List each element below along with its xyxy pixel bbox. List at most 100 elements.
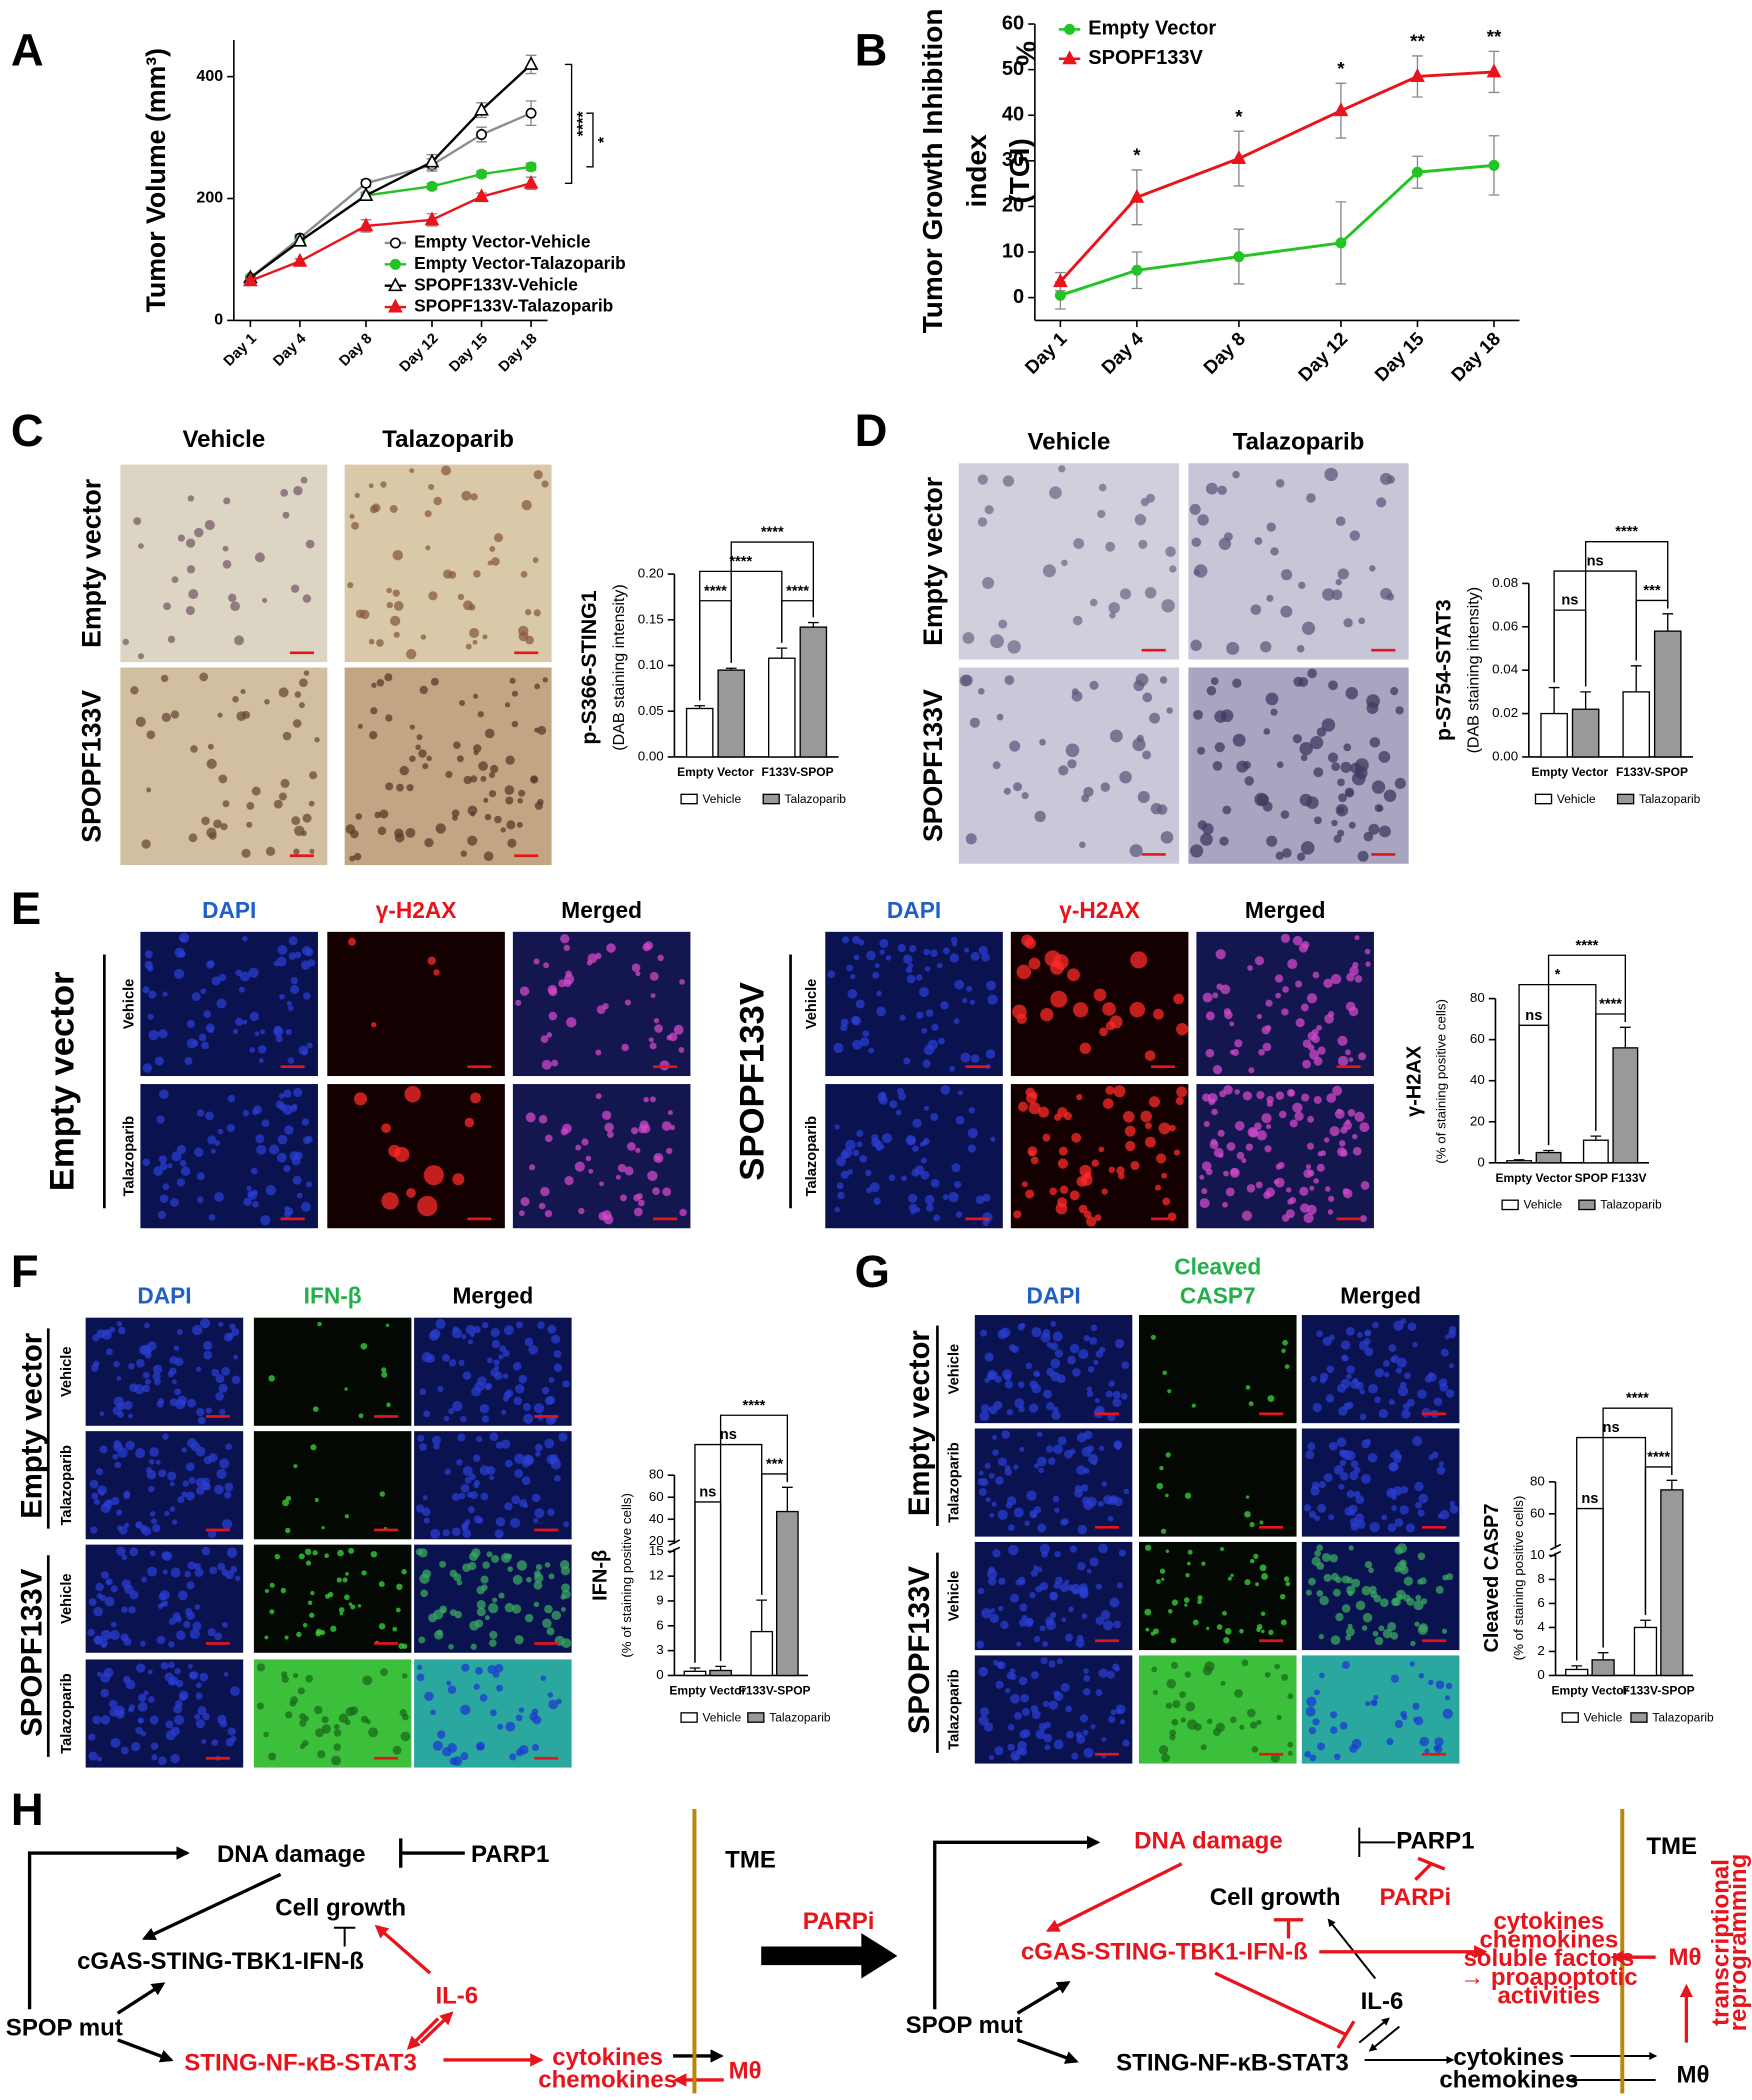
y-tick-label: 400 [196, 67, 223, 85]
micrograph-detail [223, 497, 231, 505]
micrograph-detail [563, 1521, 570, 1528]
micrograph-detail [1267, 1395, 1275, 1403]
micrograph-detail [460, 1483, 470, 1493]
micrograph-detail [1241, 1158, 1247, 1164]
micrograph-detail [856, 1129, 864, 1138]
micrograph-detail [217, 712, 223, 718]
micrograph-detail [331, 1755, 341, 1766]
micrograph-detail [1327, 1011, 1335, 1018]
legend-swatch [1616, 793, 1635, 805]
micrograph-detail [226, 1547, 238, 1558]
micrograph-detail [896, 1087, 904, 1095]
micrograph-detail [218, 1383, 228, 1394]
micrograph-detail [544, 1438, 555, 1449]
micrograph-detail [174, 1357, 184, 1366]
micrograph-detail [1378, 825, 1391, 838]
micrograph-detail [1331, 589, 1343, 601]
micrograph-detail [467, 805, 478, 816]
micrograph-detail [1156, 1579, 1161, 1584]
micrograph-detail [1301, 940, 1310, 949]
micrograph-detail [452, 1400, 463, 1412]
legend-label: Talazoparib [1600, 1198, 1662, 1212]
micrograph-detail [562, 1380, 570, 1388]
y-tick-label: 20 [1002, 195, 1024, 217]
marker [1333, 102, 1349, 117]
micrograph-detail [1034, 810, 1046, 823]
micrograph-detail [1021, 934, 1034, 947]
micrograph-detail [1351, 1578, 1361, 1588]
micrograph-detail [338, 1607, 345, 1613]
micrograph-detail [1204, 1661, 1215, 1672]
micrograph-detail [1086, 1216, 1097, 1227]
micrograph-detail [617, 1163, 627, 1173]
micrograph-detail [211, 1368, 220, 1377]
micrograph-detail [431, 1435, 441, 1445]
error-bar [1630, 665, 1642, 692]
micrograph-detail [458, 1359, 465, 1367]
micrograph-detail [219, 1719, 228, 1728]
micrograph-detail [415, 744, 421, 751]
micrograph-detail [1312, 1718, 1320, 1726]
micrograph-detail [1264, 1671, 1271, 1678]
micrograph-detail [1050, 990, 1068, 1008]
y-axis-label: p-S754-STAT3 [1431, 599, 1455, 741]
legend-swatch [1534, 793, 1553, 805]
micrograph-detail [170, 1726, 180, 1736]
micrograph-detail [192, 1621, 202, 1631]
micrograph-detail [1264, 1145, 1272, 1153]
micrograph-detail [439, 1560, 447, 1568]
micrograph-detail [273, 1026, 284, 1037]
micrograph-detail [289, 1104, 298, 1113]
micrograph-detail [940, 1085, 951, 1095]
micrograph-detail [298, 1045, 309, 1056]
micrograph-detail [1083, 1688, 1091, 1696]
micrograph-detail [293, 848, 300, 855]
micrograph-detail [1287, 1198, 1294, 1205]
micrograph-detail [235, 1575, 241, 1582]
micrograph-detail [147, 965, 154, 972]
series-line [249, 112, 532, 279]
micrograph-detail [1030, 1091, 1038, 1099]
micrograph-detail [256, 1702, 264, 1710]
micrograph-detail [509, 1753, 517, 1761]
micrograph-detail [1395, 1367, 1403, 1374]
micrograph-detail [446, 1680, 452, 1686]
micrograph-detail [916, 974, 923, 981]
micrograph-detail [1016, 1641, 1022, 1647]
micrograph-detail [490, 1709, 497, 1717]
micrograph-detail [1084, 1171, 1092, 1180]
bar [1622, 691, 1651, 758]
micrograph-detail [1054, 1691, 1064, 1702]
axis-break [668, 1539, 681, 1547]
micrograph-detail [1025, 1189, 1035, 1199]
micrograph-detail [1076, 1734, 1086, 1744]
micrograph-detail [1101, 1188, 1108, 1195]
node: chemokines [1439, 2067, 1578, 2094]
micrograph-detail [953, 1018, 960, 1025]
micrograph-detail [180, 936, 186, 942]
micrograph-detail [1347, 1623, 1353, 1629]
micrograph-detail [344, 1594, 350, 1601]
micrograph-detail [1340, 761, 1352, 773]
micrograph-detail [533, 1570, 541, 1578]
micrograph-detail [525, 1112, 536, 1123]
micrograph-detail [1028, 1102, 1041, 1115]
group-label: SPOPF133V [903, 1566, 936, 1735]
y-tick-label: 0.00 [1492, 748, 1518, 763]
node: PARPi [1380, 1884, 1452, 1911]
micrograph-detail [1285, 1187, 1292, 1193]
micrograph-detail [1140, 1110, 1153, 1123]
micrograph-detail [550, 1334, 561, 1344]
micrograph-detail [1029, 1509, 1038, 1518]
legend-label: Talazoparib [1639, 792, 1701, 806]
micrograph-detail [448, 1359, 457, 1367]
micrograph-detail [1263, 1191, 1271, 1200]
micrograph-detail [1352, 1146, 1362, 1156]
micrograph-detail [1344, 1507, 1354, 1516]
micrograph-detail [130, 686, 139, 695]
micrograph-detail [1083, 1668, 1089, 1674]
micrograph [958, 463, 1180, 660]
micrograph-detail [899, 1014, 906, 1021]
micrograph-detail [495, 1517, 506, 1527]
micrograph-detail [489, 1475, 494, 1481]
